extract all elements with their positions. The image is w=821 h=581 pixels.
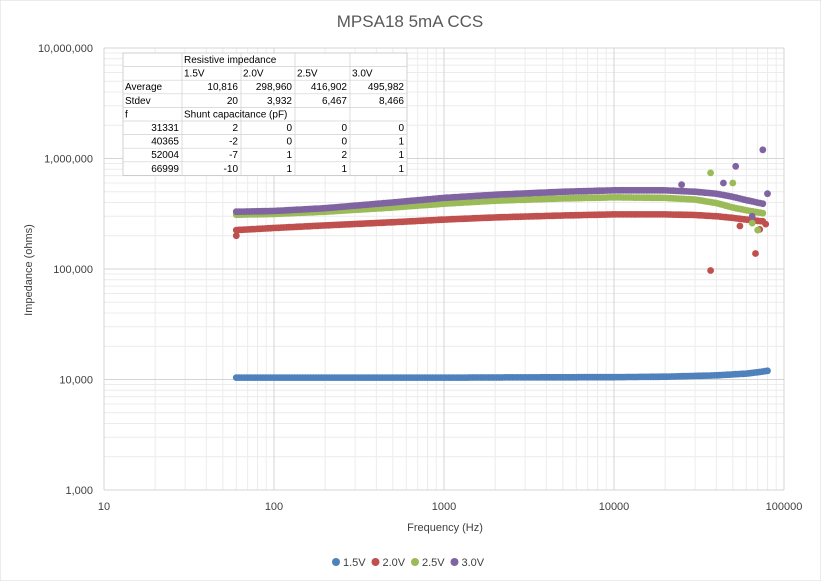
table-column-header: 2.5V — [297, 69, 318, 80]
table-row-label: Stdev — [125, 96, 151, 107]
table-cell: -2 — [229, 137, 238, 148]
x-tick-label: 10 — [98, 501, 110, 513]
y-axis-title: Impedance (ohms) — [23, 224, 35, 316]
table-header-title: Resistive impedance — [184, 55, 277, 66]
table-cell: -7 — [229, 150, 238, 161]
table-cell: 2 — [341, 150, 347, 161]
table-cell: 0 — [286, 123, 292, 134]
data-point — [759, 200, 767, 208]
legend-item-3-0v: 3.0V — [450, 557, 485, 569]
data-point-outlier — [732, 162, 740, 170]
legend-label: 2.5V — [422, 557, 445, 569]
table-column-header: 3.0V — [352, 69, 373, 80]
data-point-outlier — [752, 250, 759, 257]
legend-marker — [411, 558, 419, 566]
data-point-outlier — [707, 267, 714, 274]
table-column-header: 2.0V — [243, 69, 264, 80]
table-row-label: 31331 — [151, 123, 179, 134]
table-cell: 0 — [286, 137, 292, 148]
table-cell: 6,467 — [322, 96, 347, 107]
data-point-outlier — [729, 179, 737, 187]
y-tick-label: 1,000 — [65, 485, 93, 497]
table-row-label: 40365 — [151, 137, 179, 148]
y-tick-label: 10,000 — [59, 375, 93, 387]
table-cell: 495,982 — [368, 82, 405, 93]
data-point — [759, 209, 767, 217]
table-cell: 0 — [341, 123, 347, 134]
y-tick-label: 100,000 — [53, 264, 93, 276]
data-point-outlier — [748, 212, 756, 220]
y-tick-label: 10,000,000 — [38, 43, 93, 55]
data-point-outlier — [759, 146, 767, 154]
legend-label: 2.0V — [383, 557, 406, 569]
table-cell: -10 — [224, 164, 239, 175]
data-point-outlier — [764, 190, 771, 198]
table-cell: 1 — [398, 137, 404, 148]
legend-marker — [450, 558, 459, 566]
x-tick-label: 1000 — [432, 501, 456, 513]
table-cell: 1 — [286, 164, 292, 175]
data-point-outlier — [678, 181, 685, 189]
series-2-5v — [232, 169, 767, 234]
table-cell: 0 — [398, 123, 404, 134]
legend-item-2-5v: 2.5V — [411, 557, 445, 569]
data-point-outlier — [754, 226, 762, 234]
table-cell: 10,816 — [207, 82, 238, 93]
table-row-label: 52004 — [151, 150, 179, 161]
x-tick-label: 10000 — [599, 501, 630, 513]
data-point-outlier — [748, 219, 756, 227]
axis-ticks: 10 100 1000 10000 1000001,00010,000100,0001,… — [38, 43, 802, 513]
legend-marker — [371, 558, 380, 566]
data-point-outlier — [707, 169, 714, 177]
data-point-outlier — [720, 179, 727, 187]
x-tick-label: 100 — [265, 501, 283, 513]
data-point-outlier — [762, 220, 770, 228]
table-cell: 2 — [232, 123, 238, 134]
y-tick-label: 1,000,000 — [44, 154, 93, 166]
table-frame — [122, 52, 408, 176]
series-2-0v — [232, 211, 770, 274]
x-axis-title: Frequency (Hz) — [407, 522, 483, 534]
table-cell: 416,902 — [311, 82, 348, 93]
table-cell: 1 — [398, 150, 404, 161]
table-column-header: 1.5V — [184, 69, 205, 80]
data-point — [764, 367, 771, 375]
legend-label: 1.5V — [343, 557, 366, 569]
table-cell: 0 — [341, 137, 347, 148]
table-cell: 20 — [227, 96, 239, 107]
legend-label: 3.0V — [462, 557, 485, 569]
table-shunt-title: Shunt capacitance (pF) — [184, 109, 287, 120]
table-cell: 1 — [398, 164, 404, 175]
table-row-label: Average — [125, 82, 163, 93]
series-layer — [232, 146, 771, 381]
table-row-label: 66999 — [151, 164, 179, 175]
chart-title: MPSA18 5mA CCS — [337, 12, 483, 31]
data-point-outlier — [736, 222, 744, 230]
x-tick-label: 100000 — [766, 501, 803, 513]
table-cell: 8,466 — [379, 96, 404, 107]
series-3-0v — [232, 146, 771, 220]
data-point-outlier — [232, 232, 240, 240]
table-shunt-label: f — [125, 109, 128, 120]
data-table: Resistive impedance 1.5V 2.0V 2.5V 3.0V Avera… — [122, 52, 408, 176]
table-cell: 1 — [286, 150, 292, 161]
table-cell: 298,960 — [256, 82, 293, 93]
table-cell: 1 — [341, 164, 347, 175]
legend: 1.5V 2.0V 2.5V 3.0V — [332, 557, 485, 569]
legend-item-1-5v: 1.5V — [332, 557, 366, 569]
legend-item-2-0v: 2.0V — [371, 557, 406, 569]
series-1-5v — [232, 367, 771, 381]
legend-marker — [332, 558, 340, 566]
table-cell: 3,932 — [267, 96, 292, 107]
